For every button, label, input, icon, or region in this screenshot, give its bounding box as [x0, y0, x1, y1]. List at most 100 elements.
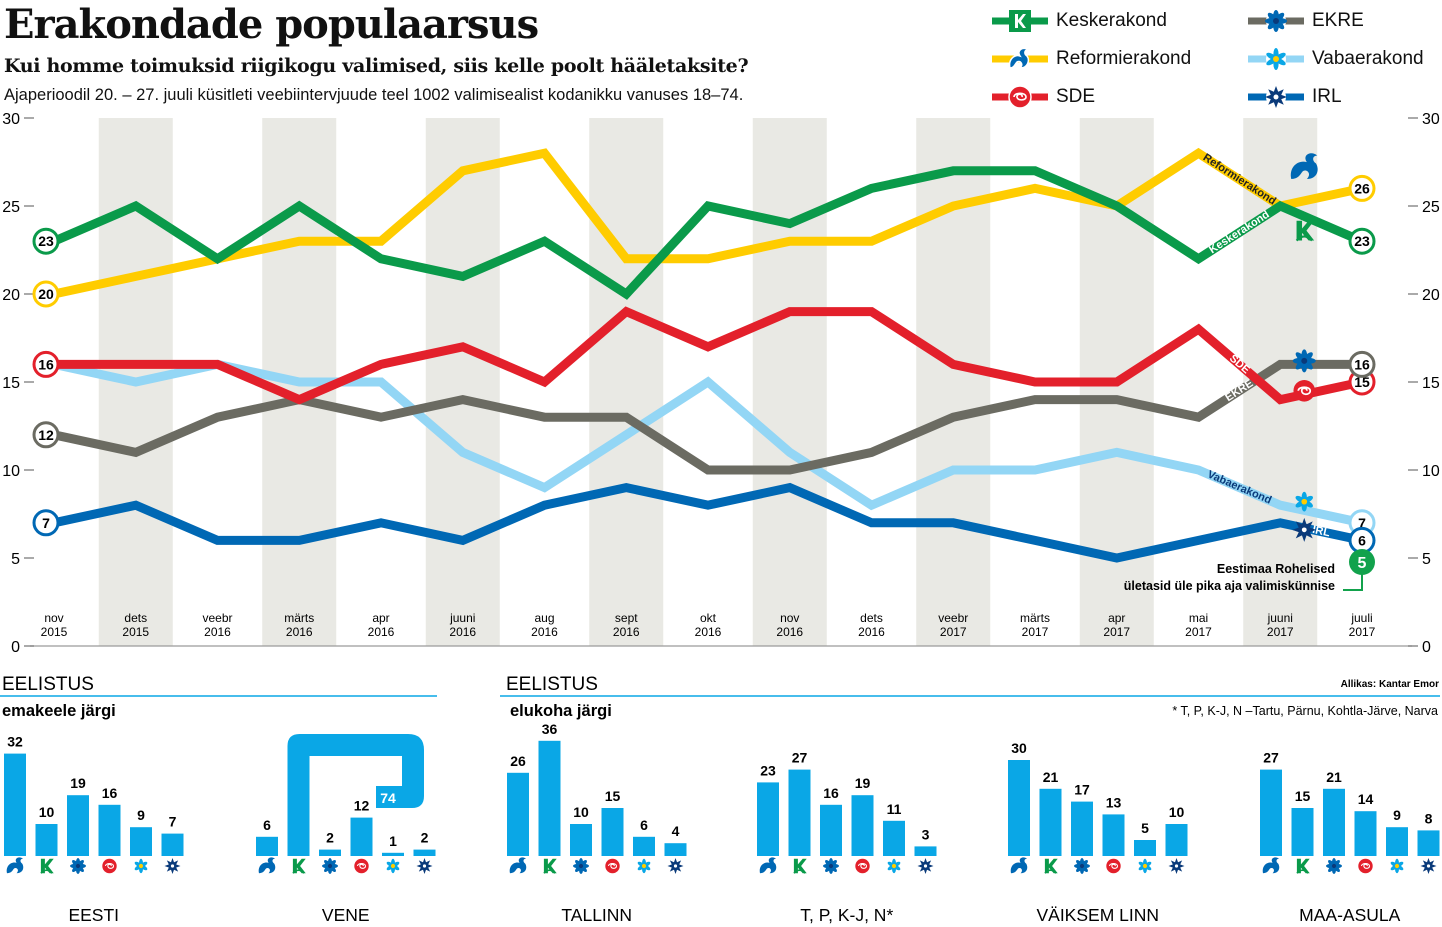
group-label: TALLINN — [561, 905, 632, 925]
rose-icon — [992, 85, 1048, 109]
x-tick-label-month: märts — [1020, 611, 1050, 625]
bar-value: 10 — [1169, 804, 1185, 820]
bar — [633, 836, 655, 856]
section-title: EELISTUS — [2, 674, 94, 695]
value-label: 16 — [1354, 356, 1370, 372]
ekre-icon — [822, 858, 840, 874]
x-tick-label-month: nov — [44, 611, 63, 625]
vabaerakond-icon — [134, 858, 148, 874]
section-title: EELISTUS — [506, 674, 598, 695]
legend-item-keskerakond: Keskerakond — [990, 6, 1167, 36]
y-tick-label-left: 25 — [2, 199, 20, 216]
x-tick-label-month: mai — [1189, 611, 1208, 625]
center — [422, 864, 427, 868]
bar — [382, 852, 404, 856]
center — [1301, 498, 1308, 505]
value-label: 7 — [42, 515, 50, 531]
x-tick-label-year: 2017 — [1185, 625, 1212, 639]
x-tick-label-month: okt — [700, 611, 717, 625]
reformierakond-icon — [258, 857, 276, 874]
rose-swirl — [1108, 863, 1119, 869]
x-tick-label-month: veebr — [938, 611, 968, 625]
bar — [161, 833, 184, 856]
bar — [1260, 769, 1282, 856]
bar-value: 2 — [421, 830, 429, 846]
rose — [1106, 858, 1121, 874]
irl-icon — [1168, 858, 1185, 874]
reformierakond-icon — [509, 857, 527, 874]
y-tick-label-left: 15 — [2, 375, 20, 392]
bar-value: 30 — [1011, 740, 1027, 756]
rose — [855, 858, 870, 874]
letter-k — [793, 858, 807, 874]
value-circle — [1348, 227, 1376, 255]
x-tick-label-month: märts — [284, 611, 314, 625]
bar-value: 6 — [263, 817, 271, 833]
bar — [538, 740, 561, 856]
bar — [67, 795, 89, 856]
vabaerakond-icon — [386, 858, 400, 874]
bar-group: 26 36 10 15 6 4 TALLINN — [507, 721, 687, 925]
irl-icon — [1420, 858, 1437, 874]
bar-value: 19 — [70, 775, 86, 791]
cornflower-icon — [1248, 10, 1304, 32]
vabaerakond-icon — [1295, 491, 1314, 512]
squirrel — [1290, 153, 1318, 179]
value-label: 12 — [38, 427, 54, 443]
y-tick-label-right: 5 — [1422, 551, 1431, 568]
sde-icon — [1106, 858, 1121, 874]
rose-swirl — [607, 863, 618, 869]
x-tick-label-year: 2017 — [1349, 625, 1376, 639]
bar — [1417, 830, 1440, 856]
x-tick-label-year: 2016 — [531, 625, 558, 639]
vabaerakond-icon — [1390, 858, 1404, 874]
center — [578, 863, 584, 869]
bar-value: 21 — [1326, 769, 1342, 785]
leaf — [543, 869, 556, 874]
bar — [914, 846, 937, 856]
bar-value: 21 — [1043, 769, 1059, 785]
leaf — [793, 869, 806, 874]
reformierakond-icon — [1290, 153, 1318, 179]
grid-band — [425, 118, 500, 646]
center — [1426, 864, 1431, 868]
bar — [350, 817, 373, 856]
bar — [1102, 814, 1125, 856]
legend-item-vabaerakond: Vabaerakond — [1246, 44, 1424, 74]
letter-k — [1296, 220, 1315, 241]
squirrel-icon — [992, 47, 1048, 69]
section-subtitle: emakeele järgi — [2, 702, 116, 720]
squirrel — [1010, 857, 1028, 874]
bar-group: 32 10 19 16 9 7 EESTI — [4, 734, 184, 925]
x-tick-label-month: apr — [372, 611, 389, 625]
x-tick-label-month: dets — [124, 611, 147, 625]
keskerakond-icon — [1044, 858, 1058, 874]
bar-value: 32 — [7, 734, 23, 750]
bar — [1354, 811, 1377, 856]
letter-k — [543, 858, 557, 874]
rose — [605, 858, 620, 874]
vabaerakond-flower-icon — [1248, 48, 1304, 70]
bar-value: 16 — [102, 785, 118, 801]
x-tick-label-year: 2016 — [368, 625, 395, 639]
x-tick-label-year: 2016 — [204, 625, 231, 639]
squirrel — [258, 857, 276, 874]
irl-icon — [1292, 517, 1317, 542]
leaf — [40, 869, 53, 874]
center — [923, 864, 928, 868]
bar-value: 9 — [137, 807, 145, 823]
center — [891, 863, 897, 869]
bar-value: 19 — [855, 775, 871, 791]
value-circle — [1348, 350, 1376, 378]
ekre-icon — [1325, 858, 1343, 874]
bar — [1165, 824, 1188, 856]
center — [828, 863, 834, 869]
y-tick-label-right: 10 — [1422, 463, 1440, 480]
bar-value: 1 — [389, 833, 397, 849]
x-tick-label-year: 2016 — [286, 625, 313, 639]
x-tick-label-month: nov — [780, 611, 799, 625]
bar — [35, 824, 58, 856]
letter-k — [1296, 858, 1310, 874]
center — [673, 864, 678, 868]
bar-value: 9 — [1393, 807, 1401, 823]
